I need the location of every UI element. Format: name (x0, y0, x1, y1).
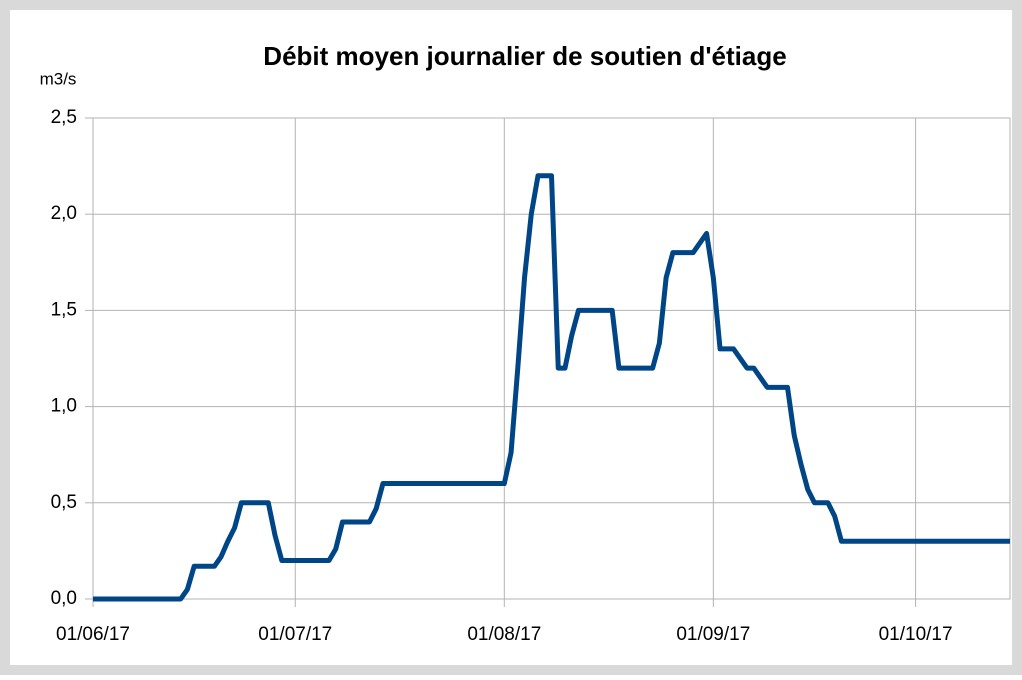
y-tick-label: 1,0 (51, 396, 77, 417)
x-tick-label: 01/10/17 (879, 624, 953, 645)
data-line (93, 173, 1010, 602)
chart-area (10, 10, 1012, 665)
y-tick-label: 1,5 (51, 299, 77, 320)
plot-border (92, 117, 1011, 600)
y-axis-label: m3/s (40, 69, 77, 88)
y-tick-label: 0,5 (51, 492, 77, 513)
x-tick-label: 01/09/17 (676, 624, 750, 645)
x-tick-label: 01/08/17 (467, 624, 541, 645)
y-tick-label: 0,0 (51, 588, 77, 609)
chart-title: Débit moyen journalier de soutien d'étia… (263, 41, 786, 71)
x-tick-label: 01/06/17 (56, 624, 130, 645)
y-tick-label: 2,0 (51, 203, 77, 224)
y-tick-label: 2,5 (51, 107, 77, 128)
x-tick-label: 01/07/17 (258, 624, 332, 645)
